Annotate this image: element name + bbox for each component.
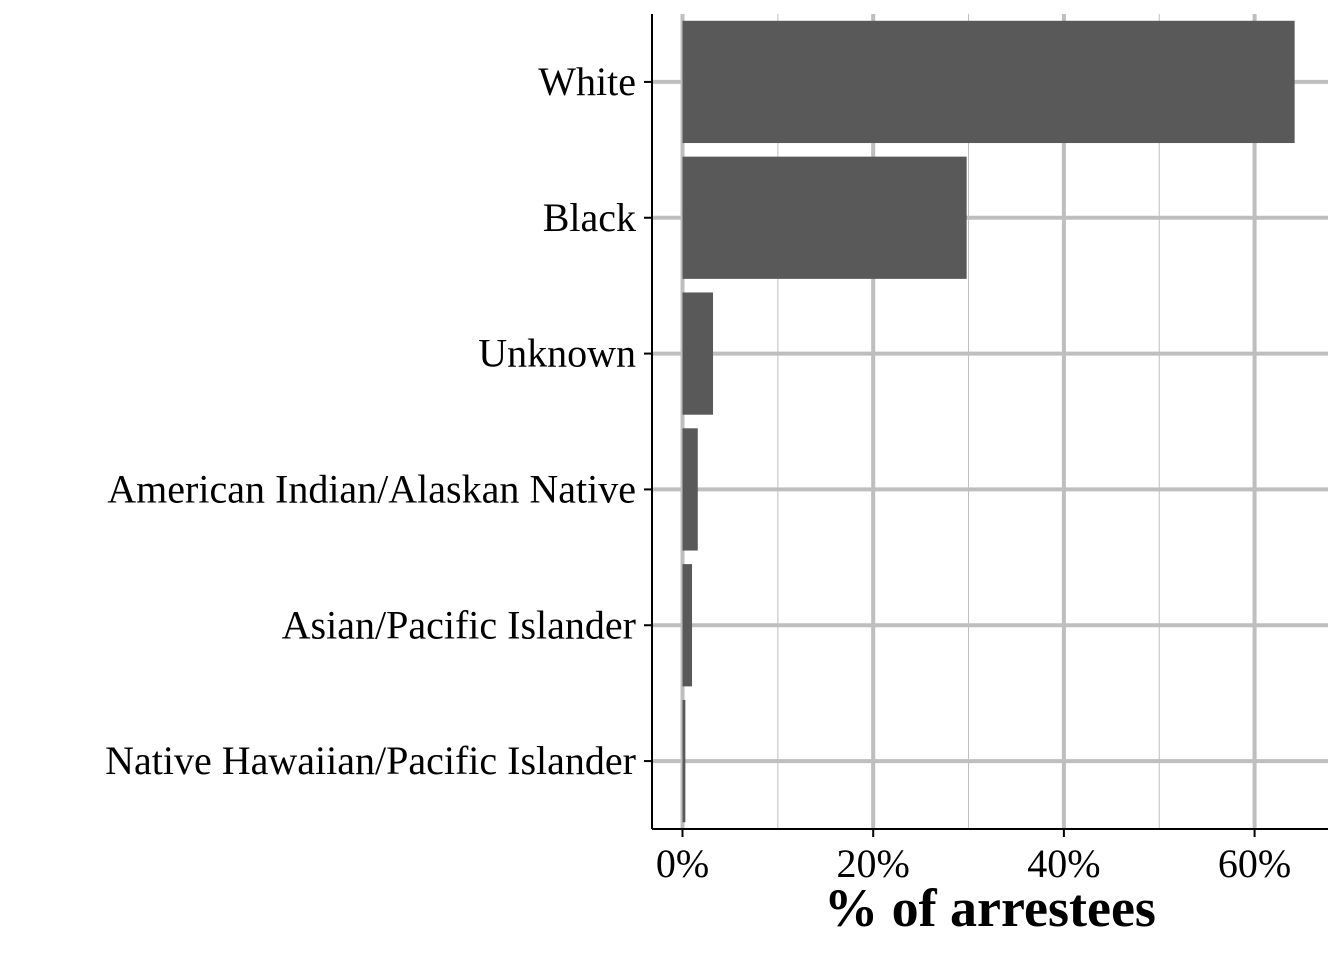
bar-american-indian-alaskan-native [682,428,698,551]
category-labels: White Black Unknown American Indian/Alaskan… [105,59,636,783]
bar-native-hawaiian-pacific-islander [682,699,686,823]
x-tick-label: 20% [837,841,910,886]
x-tick-label: 0% [656,841,709,886]
bar-black [682,156,967,279]
bar-asian-pacific-islander [682,564,693,687]
x-tick-label: 60% [1218,841,1291,886]
category-label: Unknown [478,331,636,376]
category-label: Native Hawaiian/Pacific Islander [105,738,636,783]
bar-white [682,20,1295,144]
category-label: American Indian/Alaskan Native [107,466,636,511]
axes [644,14,1328,837]
bars [682,20,1295,823]
grid-lines [652,14,1328,829]
x-tick-labels: 0% 20% 40% 60% [656,841,1291,886]
category-label: Black [543,195,636,240]
bar-unknown [682,292,714,415]
x-axis-title: % of arrestees [824,878,1156,938]
category-label: White [538,59,636,104]
x-tick-label: 40% [1027,841,1100,886]
category-label: Asian/Pacific Islander [282,602,636,647]
